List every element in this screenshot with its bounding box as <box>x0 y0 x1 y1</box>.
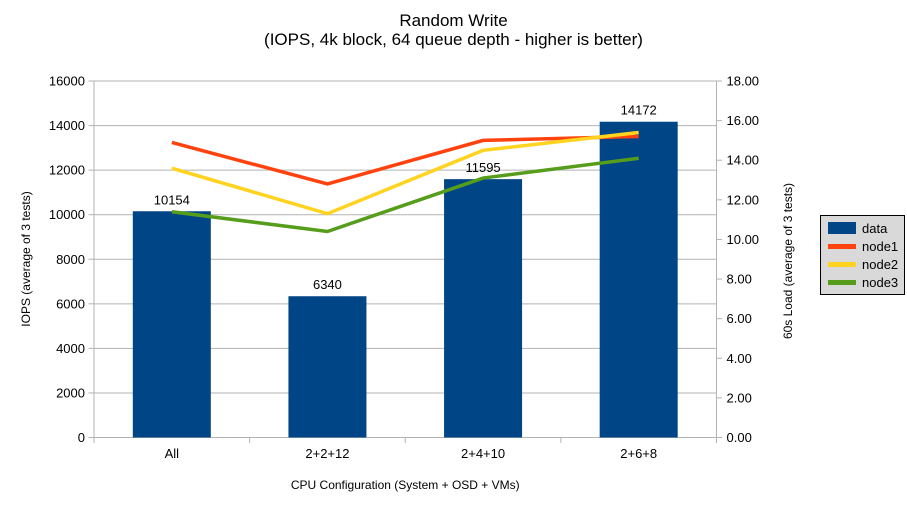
line-node2 <box>171 130 639 216</box>
y-right-tick-label: 18.00 <box>727 74 760 89</box>
chart-subtitle: (IOPS, 4k block, 64 queue depth - higher… <box>264 30 643 49</box>
legend-label: node2 <box>862 256 899 272</box>
legend-label: data <box>862 220 888 236</box>
bar-2+4+10 <box>444 179 523 438</box>
y-left-tick-label: 14000 <box>49 118 85 133</box>
y-right-axis-title: 60s Load (average of 3 tests) <box>781 183 795 339</box>
bar-value-label: 10154 <box>154 192 190 207</box>
y-right-tick-label: 4.00 <box>727 351 752 366</box>
legend-bar-swatch-data <box>828 222 856 234</box>
y-right-tick-label: 6.00 <box>727 311 752 326</box>
legend-label: node1 <box>862 238 899 254</box>
legend-line-swatch-node1 <box>828 243 856 249</box>
bar-value-label: 11595 <box>465 160 500 175</box>
y-left-axis-title: IOPS (average of 3 tests) <box>19 191 33 326</box>
category-label: 2+4+10 <box>461 446 505 461</box>
chart-title: Random Write <box>399 11 508 30</box>
legend-line-swatch-node3 <box>828 279 856 285</box>
y-right-tick-label: 10.00 <box>727 232 760 247</box>
y-left-tick-label: 4000 <box>56 341 85 356</box>
y-left-tick-label: 16000 <box>49 74 85 89</box>
y-right-tick-label: 0.00 <box>727 430 752 445</box>
y-left-tick-label: 2000 <box>56 385 85 400</box>
y-left-tick-label: 0 <box>78 430 85 445</box>
line-node3 <box>171 156 639 234</box>
y-left-tick-label: 12000 <box>49 163 85 178</box>
bar-2+6+8 <box>599 121 678 438</box>
y-right-tick-label: 14.00 <box>727 153 760 168</box>
legend-entry-node3: node3 <box>828 273 900 291</box>
y-left-tick-label: 10000 <box>49 207 85 222</box>
y-left-tick-label: 6000 <box>56 296 85 311</box>
legend: data node1 node2 node3 <box>820 215 905 295</box>
line-node1 <box>171 134 639 186</box>
y-right-tick-label: 2.00 <box>727 390 752 405</box>
bar-value-label: 14172 <box>621 103 657 118</box>
legend-entry-data: data <box>828 219 900 237</box>
legend-line-swatch-node2 <box>828 261 856 267</box>
category-label: 2+2+12 <box>305 446 349 461</box>
chart-title-block: Random Write (IOPS, 4k block, 64 queue d… <box>0 11 907 49</box>
legend-label: node3 <box>862 274 899 290</box>
legend-entry-node2: node2 <box>828 255 900 273</box>
category-label: 2+6+8 <box>620 446 657 461</box>
bar-2+2+12 <box>288 296 367 438</box>
y-right-tick-label: 16.00 <box>727 113 760 128</box>
y-left-tick-label: 8000 <box>56 252 85 267</box>
y-right-tick-label: 8.00 <box>727 272 752 287</box>
bar-value-label: 6340 <box>313 277 342 292</box>
legend-entry-node1: node1 <box>828 237 900 255</box>
y-right-tick-label: 12.00 <box>727 192 760 207</box>
x-axis-title: CPU Configuration (System + OSD + VMs) <box>291 478 520 492</box>
category-label: All <box>165 446 180 461</box>
bar-All <box>132 211 211 438</box>
